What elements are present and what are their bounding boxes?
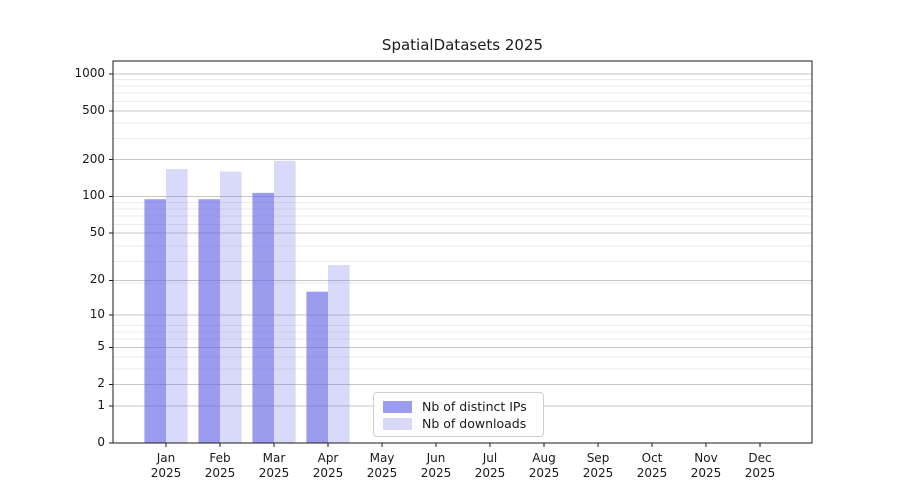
x-tick-label-apr: Apr 2025 <box>312 451 344 480</box>
x-tick-label-may: May 2025 <box>366 451 398 480</box>
bar-mar-downloads <box>274 160 296 444</box>
bar-mar-distinct-ips <box>252 192 274 443</box>
legend: Nb of distinct IPs Nb of downloads <box>373 392 544 437</box>
legend-label-downloads: Nb of downloads <box>422 416 527 431</box>
bar-jan-downloads <box>166 169 188 443</box>
y-tick-label-50: 50 <box>89 224 105 239</box>
y-tick-label-0: 0 <box>97 435 105 449</box>
bar-apr-distinct-ips <box>306 291 328 443</box>
plot-border <box>112 60 813 444</box>
x-tick-label-jan: Jan 2025 <box>150 451 182 480</box>
y-tick-label-200: 200 <box>82 151 105 166</box>
y-tick-label-1000: 1000 <box>74 65 105 80</box>
y-tick-label-5: 5 <box>97 339 105 354</box>
bar-apr-downloads <box>328 265 350 443</box>
y-tick-label-10: 10 <box>89 306 105 321</box>
x-tick-label-sep: Sep 2025 <box>582 451 614 480</box>
bar-jan-distinct-ips <box>144 199 166 443</box>
chart-title: SpatialDatasets 2025 <box>381 36 544 54</box>
y-tick-label-2: 2 <box>97 376 105 391</box>
legend-swatch-downloads <box>383 417 412 430</box>
x-tick-label-jun: Jun 2025 <box>420 451 452 480</box>
y-tick-label-500: 500 <box>82 102 105 117</box>
bar-feb-distinct-ips <box>198 199 220 443</box>
legend-label-distinct-ips: Nb of distinct IPs <box>422 399 527 414</box>
x-tick-label-dec: Dec 2025 <box>744 451 776 480</box>
x-tick-label-oct: Oct 2025 <box>636 451 668 480</box>
bar-feb-downloads <box>220 171 242 443</box>
x-tick-label-mar: Mar 2025 <box>258 451 290 480</box>
x-tick-label-feb: Feb 2025 <box>204 451 236 480</box>
y-tick-label-1: 1 <box>97 397 105 412</box>
x-tick-label-aug: Aug 2025 <box>528 451 560 480</box>
legend-swatch-distinct-ips <box>383 400 412 413</box>
x-tick-label-nov: Nov 2025 <box>690 451 722 480</box>
y-tick-label-20: 20 <box>89 272 105 287</box>
legend-item-downloads: Nb of downloads <box>383 415 535 432</box>
y-tick-label-100: 100 <box>82 188 105 203</box>
legend-item-distinct-ips: Nb of distinct IPs <box>383 398 535 415</box>
x-tick-label-jul: Jul 2025 <box>474 451 506 480</box>
